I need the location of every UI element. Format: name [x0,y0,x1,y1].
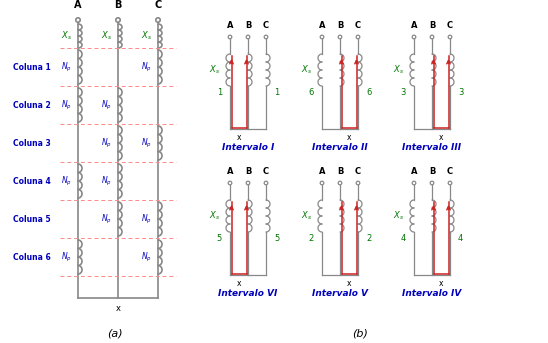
Text: Intervalo III: Intervalo III [402,143,461,152]
Text: $X_s$: $X_s$ [301,210,312,222]
Text: Intervalo II: Intervalo II [312,143,368,152]
Text: 4: 4 [458,234,463,243]
Text: $N_p$: $N_p$ [61,98,72,111]
Text: 6: 6 [366,88,372,97]
Text: Coluna 4: Coluna 4 [13,177,51,186]
Text: B: B [245,21,251,30]
Text: C: C [447,167,453,176]
Text: $N_p$: $N_p$ [141,212,152,226]
Text: $N_p$: $N_p$ [141,250,152,263]
Text: $X_s$: $X_s$ [141,30,152,42]
Text: A: A [411,167,417,176]
Text: 1: 1 [217,88,222,97]
Text: Coluna 5: Coluna 5 [13,214,50,224]
Text: 3: 3 [401,88,406,97]
Text: $N_p$: $N_p$ [61,60,72,73]
Text: $X_s$: $X_s$ [301,64,312,76]
Text: $N_p$: $N_p$ [101,137,112,150]
Text: (b): (b) [352,328,368,338]
Text: x: x [347,279,351,288]
Text: $X_s$: $X_s$ [209,64,220,76]
Text: x: x [237,133,241,142]
Text: A: A [227,21,233,30]
Text: $X_s$: $X_s$ [393,210,404,222]
Text: Coluna 3: Coluna 3 [13,139,51,147]
Text: $X_s$: $X_s$ [61,30,72,42]
Text: A: A [319,167,326,176]
Text: x: x [237,279,241,288]
Text: 4: 4 [401,234,406,243]
Text: Intervalo IV: Intervalo IV [402,289,461,298]
Text: x: x [439,133,443,142]
Text: A: A [74,0,82,10]
Text: Intervalo VI: Intervalo VI [218,289,278,298]
Text: x: x [116,304,121,313]
Text: B: B [337,167,343,176]
Text: 6: 6 [309,88,314,97]
Text: $N_p$: $N_p$ [141,137,152,150]
Text: A: A [319,21,326,30]
Text: C: C [355,21,361,30]
Text: x: x [439,279,443,288]
Text: $N_p$: $N_p$ [61,175,72,188]
Text: C: C [355,167,361,176]
Text: B: B [429,167,435,176]
Text: Coluna 2: Coluna 2 [13,100,51,109]
Text: B: B [429,21,435,30]
Text: $N_p$: $N_p$ [141,60,152,73]
Text: B: B [115,0,122,10]
Text: 1: 1 [274,88,279,97]
Text: 5: 5 [217,234,222,243]
Text: $X_s$: $X_s$ [209,210,220,222]
Text: B: B [337,21,343,30]
Text: Coluna 1: Coluna 1 [13,62,51,71]
Text: B: B [245,167,251,176]
Text: C: C [263,167,269,176]
Text: C: C [263,21,269,30]
Text: $N_p$: $N_p$ [61,250,72,263]
Text: 2: 2 [366,234,371,243]
Text: 3: 3 [458,88,464,97]
Text: Coluna 6: Coluna 6 [13,252,51,261]
Text: A: A [411,21,417,30]
Text: $N_p$: $N_p$ [101,212,112,226]
Text: C: C [447,21,453,30]
Text: $N_p$: $N_p$ [101,98,112,111]
Text: $X_s$: $X_s$ [101,30,112,42]
Text: 2: 2 [309,234,314,243]
Text: C: C [155,0,162,10]
Text: Intervalo V: Intervalo V [312,289,368,298]
Text: $N_p$: $N_p$ [101,175,112,188]
Text: A: A [227,167,233,176]
Text: x: x [347,133,351,142]
Text: 5: 5 [274,234,279,243]
Text: Intervalo I: Intervalo I [222,143,274,152]
Text: (a): (a) [107,328,123,338]
Text: $X_s$: $X_s$ [393,64,404,76]
